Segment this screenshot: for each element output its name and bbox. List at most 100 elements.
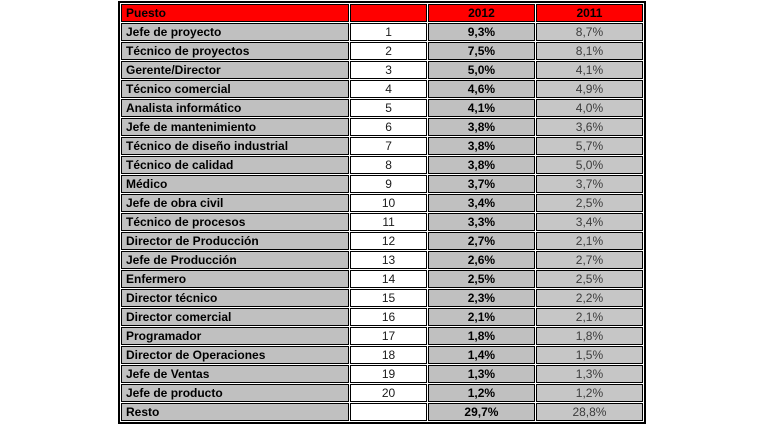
- cell-rank: 20: [350, 384, 427, 402]
- cell-rank: 2: [350, 42, 427, 60]
- cell-rank: 8: [350, 156, 427, 174]
- cell-rank: 5: [350, 99, 427, 117]
- cell-2012: 1,4%: [427, 346, 535, 364]
- cell-2011: 28,8%: [535, 403, 643, 421]
- cell-2012: 5,0%: [427, 61, 535, 79]
- cell-2011: 1,8%: [535, 327, 643, 345]
- cell-puesto: Técnico de calidad: [121, 156, 350, 174]
- table-row: Técnico de calidad 8 3,8% 5,0%: [121, 156, 643, 174]
- cell-rank: 11: [350, 213, 427, 231]
- table-row: Programador 17 1,8% 1,8%: [121, 327, 643, 345]
- cell-2011: 2,2%: [535, 289, 643, 307]
- column-header-2012: 2012: [427, 4, 535, 22]
- cell-rank: 6: [350, 118, 427, 136]
- cell-puesto: Jefe de Ventas: [121, 365, 350, 383]
- cell-2012: 1,8%: [427, 327, 535, 345]
- cell-2011: 3,7%: [535, 175, 643, 193]
- cell-rank: 19: [350, 365, 427, 383]
- cell-rank: [350, 403, 427, 421]
- cell-2011: 2,5%: [535, 270, 643, 288]
- table-row: Jefe de proyecto 1 9,3% 8,7%: [121, 23, 643, 41]
- header-row: Puesto 2012 2011: [121, 4, 643, 22]
- column-header-2011: 2011: [535, 4, 643, 22]
- cell-2011: 5,0%: [535, 156, 643, 174]
- table-row: Técnico comercial 4 4,6% 4,9%: [121, 80, 643, 98]
- cell-rank: 14: [350, 270, 427, 288]
- cell-2012: 3,3%: [427, 213, 535, 231]
- cell-2012: 3,7%: [427, 175, 535, 193]
- cell-rank: 10: [350, 194, 427, 212]
- cell-2011: 8,1%: [535, 42, 643, 60]
- table-row: Jefe de Producción 13 2,6% 2,7%: [121, 251, 643, 269]
- cell-puesto: Director de Operaciones: [121, 346, 350, 364]
- cell-2011: 1,2%: [535, 384, 643, 402]
- cell-2012: 3,8%: [427, 118, 535, 136]
- cell-2011: 1,3%: [535, 365, 643, 383]
- cell-rank: 3: [350, 61, 427, 79]
- cell-rank: 12: [350, 232, 427, 250]
- table-row: Director comercial 16 2,1% 2,1%: [121, 308, 643, 326]
- column-header-puesto: Puesto: [121, 4, 350, 22]
- table-row: Jefe de obra civil 10 3,4% 2,5%: [121, 194, 643, 212]
- cell-puesto: Director comercial: [121, 308, 350, 326]
- cell-2011: 4,0%: [535, 99, 643, 117]
- cell-2011: 4,9%: [535, 80, 643, 98]
- cell-2012: 29,7%: [427, 403, 535, 421]
- cell-2011: 4,1%: [535, 61, 643, 79]
- cell-2012: 2,1%: [427, 308, 535, 326]
- cell-2012: 3,4%: [427, 194, 535, 212]
- table-row: Gerente/Director 3 5,0% 4,1%: [121, 61, 643, 79]
- cell-2011: 2,1%: [535, 232, 643, 250]
- cell-puesto: Técnico de proyectos: [121, 42, 350, 60]
- cell-rank: 1: [350, 23, 427, 41]
- cell-2012: 2,7%: [427, 232, 535, 250]
- cell-2011: 2,7%: [535, 251, 643, 269]
- table-header: Puesto 2012 2011: [121, 4, 643, 22]
- cell-puesto: Director técnico: [121, 289, 350, 307]
- table-row: Médico 9 3,7% 3,7%: [121, 175, 643, 193]
- cell-puesto: Jefe de Producción: [121, 251, 350, 269]
- ranking-table: Puesto 2012 2011 Jefe de proyecto 1 9,3% 8,…: [118, 1, 646, 424]
- cell-puesto: Resto: [121, 403, 350, 421]
- table-row: Jefe de producto 20 1,2% 1,2%: [121, 384, 643, 402]
- table-row: Técnico de procesos 11 3,3% 3,4%: [121, 213, 643, 231]
- cell-puesto: Programador: [121, 327, 350, 345]
- cell-rank: 17: [350, 327, 427, 345]
- cell-2012: 2,5%: [427, 270, 535, 288]
- table-row: Técnico de proyectos 2 7,5% 8,1%: [121, 42, 643, 60]
- cell-2012: 1,3%: [427, 365, 535, 383]
- cell-2012: 3,8%: [427, 156, 535, 174]
- cell-puesto: Médico: [121, 175, 350, 193]
- cell-rank: 13: [350, 251, 427, 269]
- cell-puesto: Enfermero: [121, 270, 350, 288]
- cell-2012: 1,2%: [427, 384, 535, 402]
- cell-2012: 7,5%: [427, 42, 535, 60]
- cell-rank: 15: [350, 289, 427, 307]
- table-row: Enfermero 14 2,5% 2,5%: [121, 270, 643, 288]
- table-row: Director de Producción 12 2,7% 2,1%: [121, 232, 643, 250]
- table-row: Resto 29,7% 28,8%: [121, 403, 643, 421]
- cell-puesto: Jefe de proyecto: [121, 23, 350, 41]
- cell-rank: 9: [350, 175, 427, 193]
- cell-2012: 2,3%: [427, 289, 535, 307]
- cell-2011: 1,5%: [535, 346, 643, 364]
- table-row: Jefe de Ventas 19 1,3% 1,3%: [121, 365, 643, 383]
- cell-2011: 5,7%: [535, 137, 643, 155]
- cell-2011: 3,4%: [535, 213, 643, 231]
- table-row: Analista informático 5 4,1% 4,0%: [121, 99, 643, 117]
- cell-rank: 16: [350, 308, 427, 326]
- cell-2012: 4,6%: [427, 80, 535, 98]
- cell-2012: 2,6%: [427, 251, 535, 269]
- cell-2011: 2,5%: [535, 194, 643, 212]
- cell-puesto: Técnico de procesos: [121, 213, 350, 231]
- cell-puesto: Técnico de diseño industrial: [121, 137, 350, 155]
- column-header-rank: [350, 4, 427, 22]
- table-row: Técnico de diseño industrial 7 3,8% 5,7%: [121, 137, 643, 155]
- table-row: Jefe de mantenimiento 6 3,8% 3,6%: [121, 118, 643, 136]
- cell-puesto: Técnico comercial: [121, 80, 350, 98]
- cell-rank: 4: [350, 80, 427, 98]
- cell-2012: 9,3%: [427, 23, 535, 41]
- cell-puesto: Jefe de obra civil: [121, 194, 350, 212]
- cell-2011: 3,6%: [535, 118, 643, 136]
